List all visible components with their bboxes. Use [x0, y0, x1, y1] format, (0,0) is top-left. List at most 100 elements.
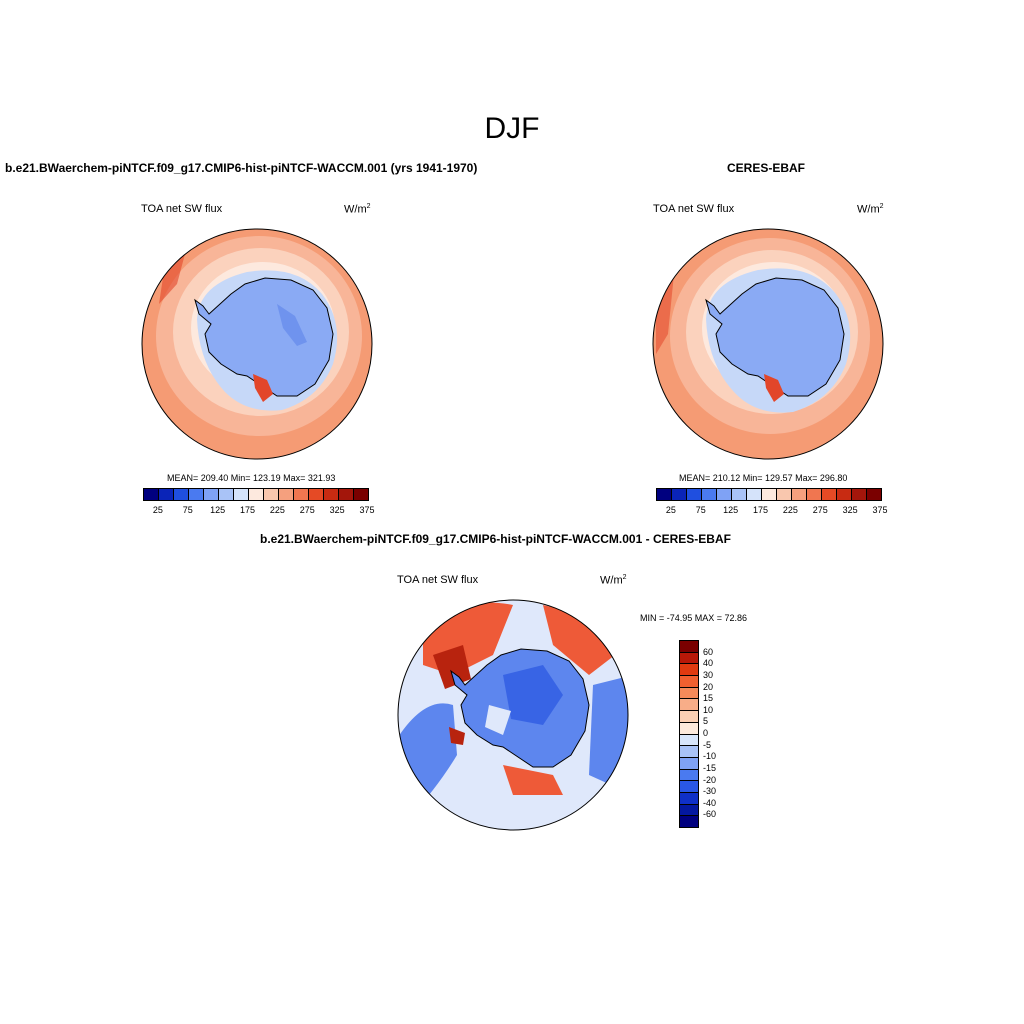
colorbar-swatch	[702, 489, 717, 500]
colorbar-tick-label: 375	[872, 505, 888, 515]
colorbar-tick-label: 40	[703, 658, 714, 669]
colorbar-swatch	[672, 489, 687, 500]
colorbar-tick-label: -60	[703, 809, 717, 820]
panel2-stats: MEAN= 210.12 Min= 129.57 Max= 296.80	[679, 473, 848, 483]
colorbar-swatch	[657, 489, 672, 500]
panel3-colorbar-ticks: 60 40 30 20 15 10 5 0 -5 -10 -15 -20 -30 -40 -60	[703, 640, 733, 826]
colorbar-swatch	[159, 489, 174, 500]
panel3-colorbar	[679, 640, 699, 828]
colorbar-swatch	[680, 687, 698, 700]
panel3-polar-map	[397, 599, 629, 831]
colorbar-tick-label: -10	[703, 751, 717, 762]
colorbar-swatch	[680, 664, 698, 677]
panel1-units-label: W/m2	[344, 203, 371, 216]
panel1-colorbar	[143, 488, 369, 501]
colorbar-tick-label: 275	[299, 505, 315, 515]
colorbar-swatch	[732, 489, 747, 500]
colorbar-swatch	[717, 489, 732, 500]
panel1-colorbar-ticks: 25 75 125 175 225 275 325 375	[143, 505, 375, 517]
colorbar-swatch	[680, 746, 698, 758]
colorbar-tick-label: 125	[723, 505, 739, 515]
colorbar-tick-label: 60	[703, 646, 714, 657]
colorbar-swatch	[234, 489, 249, 500]
colorbar-tick-label: 225	[269, 505, 285, 515]
colorbar-swatch	[807, 489, 822, 500]
colorbar-tick-label: 225	[782, 505, 798, 515]
season-title: DJF	[484, 112, 540, 145]
colorbar-tick-label: 175	[753, 505, 769, 515]
colorbar-tick-label: 175	[240, 505, 256, 515]
colorbar-swatch	[680, 804, 698, 817]
colorbar-swatch	[204, 489, 219, 500]
colorbar-swatch	[680, 816, 698, 827]
colorbar-tick-label: 25	[152, 505, 163, 515]
colorbar-swatch	[309, 489, 324, 500]
colorbar-tick-label: -20	[703, 774, 717, 785]
colorbar-swatch	[174, 489, 189, 500]
colorbar-swatch	[762, 489, 777, 500]
colorbar-swatch	[680, 722, 698, 735]
colorbar-tick-label: 375	[359, 505, 375, 515]
colorbar-tick-label: 10	[703, 704, 714, 715]
colorbar-swatch	[680, 641, 698, 653]
colorbar-swatch	[680, 781, 698, 793]
colorbar-tick-label: 75	[182, 505, 193, 515]
colorbar-tick-label: 75	[695, 505, 706, 515]
colorbar-swatch	[777, 489, 792, 500]
colorbar-tick-label: 15	[703, 693, 714, 704]
colorbar-swatch	[219, 489, 234, 500]
colorbar-tick-label: -5	[703, 739, 712, 750]
colorbar-swatch	[279, 489, 294, 500]
colorbar-swatch	[680, 699, 698, 712]
colorbar-swatch	[822, 489, 837, 500]
panel2-title: CERES-EBAF	[727, 161, 806, 175]
panel3-units-label: W/m2	[600, 574, 627, 587]
panel3-stats: MIN = -74.95 MAX = 72.86	[640, 613, 748, 623]
colorbar-tick-label: 125	[210, 505, 226, 515]
colorbar-swatch	[324, 489, 339, 500]
antarctica-shape	[705, 277, 845, 397]
colorbar-tick-label: 30	[703, 669, 714, 680]
colorbar-swatch	[189, 489, 204, 500]
colorbar-swatch	[680, 711, 698, 723]
colorbar-tick-label: 20	[703, 681, 714, 692]
panel2-polar-map	[652, 228, 884, 460]
colorbar-tick-label: 25	[665, 505, 676, 515]
colorbar-swatch	[144, 489, 159, 500]
colorbar-swatch	[680, 792, 698, 805]
colorbar-swatch	[294, 489, 309, 500]
colorbar-swatch	[680, 734, 698, 747]
colorbar-tick-label: 325	[842, 505, 858, 515]
antarctica-shape	[194, 277, 334, 397]
colorbar-tick-label: 325	[329, 505, 345, 515]
colorbar-swatch	[680, 757, 698, 770]
panel2-variable-label: TOA net SW flux	[653, 203, 735, 215]
colorbar-swatch	[687, 489, 702, 500]
colorbar-swatch	[339, 489, 354, 500]
colorbar-swatch	[747, 489, 762, 500]
colorbar-swatch	[354, 489, 368, 500]
colorbar-swatch	[680, 769, 698, 782]
colorbar-tick-label: 0	[703, 728, 709, 738]
colorbar-swatch	[264, 489, 279, 500]
panel1-variable-label: TOA net SW flux	[141, 203, 223, 215]
panel1-title: b.e21.BWaerchem-piNTCF.f09_g17.CMIP6-his…	[5, 161, 478, 175]
panel2-units-label: W/m2	[857, 203, 884, 216]
colorbar-swatch	[852, 489, 867, 500]
panel1-polar-map	[141, 228, 373, 460]
colorbar-swatch	[867, 489, 881, 500]
panel3-variable-label: TOA net SW flux	[397, 574, 479, 586]
colorbar-tick-label: 275	[812, 505, 828, 515]
colorbar-swatch	[680, 676, 698, 688]
panel3-title: b.e21.BWaerchem-piNTCF.f09_g17.CMIP6-his…	[260, 532, 731, 546]
colorbar-tick-label: -30	[703, 786, 717, 797]
colorbar-swatch	[792, 489, 807, 500]
panel2-colorbar	[656, 488, 882, 501]
colorbar-swatch	[837, 489, 852, 500]
colorbar-swatch	[249, 489, 264, 500]
colorbar-tick-label: -40	[703, 797, 717, 808]
colorbar-tick-label: -15	[703, 762, 717, 773]
colorbar-swatch	[680, 652, 698, 665]
panel2-colorbar-ticks: 25 75 125 175 225 275 325 375	[656, 505, 888, 517]
panel1-stats: MEAN= 209.40 Min= 123.19 Max= 321.93	[167, 473, 336, 483]
